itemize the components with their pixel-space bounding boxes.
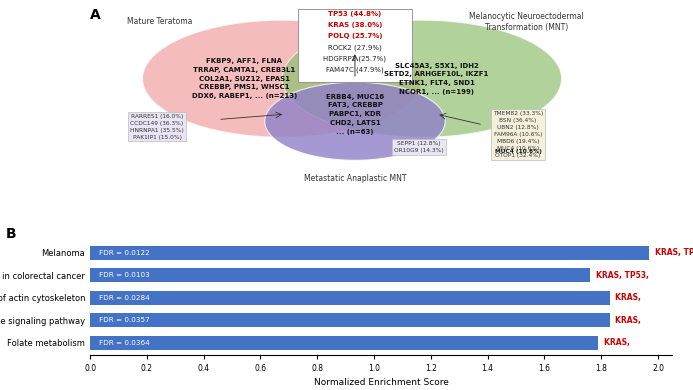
- Text: KRAS (38.0%): KRAS (38.0%): [328, 22, 382, 28]
- Text: Mature Teratoma: Mature Teratoma: [128, 18, 193, 27]
- Text: KRAS,: KRAS,: [604, 338, 633, 347]
- Bar: [90, 291, 610, 305]
- Text: FDR = 0.0357: FDR = 0.0357: [98, 317, 150, 323]
- FancyBboxPatch shape: [298, 9, 412, 82]
- Text: FAM47C (47.9%): FAM47C (47.9%): [326, 66, 384, 73]
- Text: FKBP9, AFF1, FLNA
TRRAP, CAMTA1, CREB3L1
COL2A1, SUZ12, EPAS1
CREBBP, PMS1, WHSC: FKBP9, AFF1, FLNA TRRAP, CAMTA1, CREB3L1…: [192, 58, 297, 99]
- Ellipse shape: [265, 82, 445, 160]
- Text: RARRES1 (16.0%)
CCDC149 (36.3%)
HNRNPA1 (35.5%)
PAK1IP1 (15.0%): RARRES1 (16.0%) CCDC149 (36.3%) HNRNPA1 …: [130, 113, 184, 140]
- Bar: [90, 268, 590, 282]
- Ellipse shape: [143, 20, 422, 137]
- Text: POLQ (25.7%): POLQ (25.7%): [328, 33, 383, 39]
- Text: MUC4 (10.6%): MUC4 (10.6%): [495, 149, 541, 154]
- Text: B: B: [6, 227, 17, 241]
- Text: Melanocytic Neuroectodermal
Transformation (MNT): Melanocytic Neuroectodermal Transformati…: [469, 12, 584, 32]
- Text: ROCK2 (27.9%): ROCK2 (27.9%): [328, 44, 382, 51]
- Text: KRAS, TP53,: KRAS, TP53,: [655, 248, 693, 257]
- Text: FDR = 0.0284: FDR = 0.0284: [98, 295, 150, 301]
- Text: FDR = 0.0122: FDR = 0.0122: [98, 250, 150, 256]
- Text: ERBB4, MUC16
FAT3, CREBBP
PABPC1, KDR
CHD2, LATS1
... (n=63): ERBB4, MUC16 FAT3, CREBBP PABPC1, KDR CH…: [326, 94, 384, 135]
- Text: SEPP1 (12.8%)
OR10G9 (14.3%): SEPP1 (12.8%) OR10G9 (14.3%): [394, 141, 444, 153]
- Text: Metastatic Anaplastic MNT: Metastatic Anaplastic MNT: [304, 174, 406, 183]
- Bar: [90, 336, 598, 350]
- Text: HDGFRP2 (25.7%): HDGFRP2 (25.7%): [324, 55, 387, 62]
- Ellipse shape: [282, 20, 561, 137]
- Text: KRAS,: KRAS,: [615, 293, 644, 302]
- Text: KRAS, TP53,: KRAS, TP53,: [595, 271, 651, 280]
- Text: FDR = 0.0364: FDR = 0.0364: [98, 340, 150, 346]
- Bar: [90, 313, 610, 327]
- Text: KRAS,: KRAS,: [615, 316, 644, 325]
- Bar: [90, 246, 649, 260]
- Text: A: A: [90, 8, 101, 22]
- X-axis label: Normalized Enrichment Score: Normalized Enrichment Score: [314, 378, 448, 388]
- Text: SLC45A3, S5X1, IDH2
SETD2, ARHGEF10L, IKZF1
ETNK1, FLT4, SND1
NCOR1, ... (n=199): SLC45A3, S5X1, IDH2 SETD2, ARHGEF10L, IK…: [384, 62, 489, 95]
- Text: TP53 (44.8%): TP53 (44.8%): [328, 11, 382, 17]
- Text: TMEM82 (33.3%)
BSN (36.4%)
UBN2 (12.8%)
FAM96A (10.6%)
MBD6 (19.4%)
MUC4 (10.6%): TMEM82 (33.3%) BSN (36.4%) UBN2 (12.8%) …: [493, 111, 543, 158]
- Text: FDR = 0.0103: FDR = 0.0103: [98, 272, 150, 278]
